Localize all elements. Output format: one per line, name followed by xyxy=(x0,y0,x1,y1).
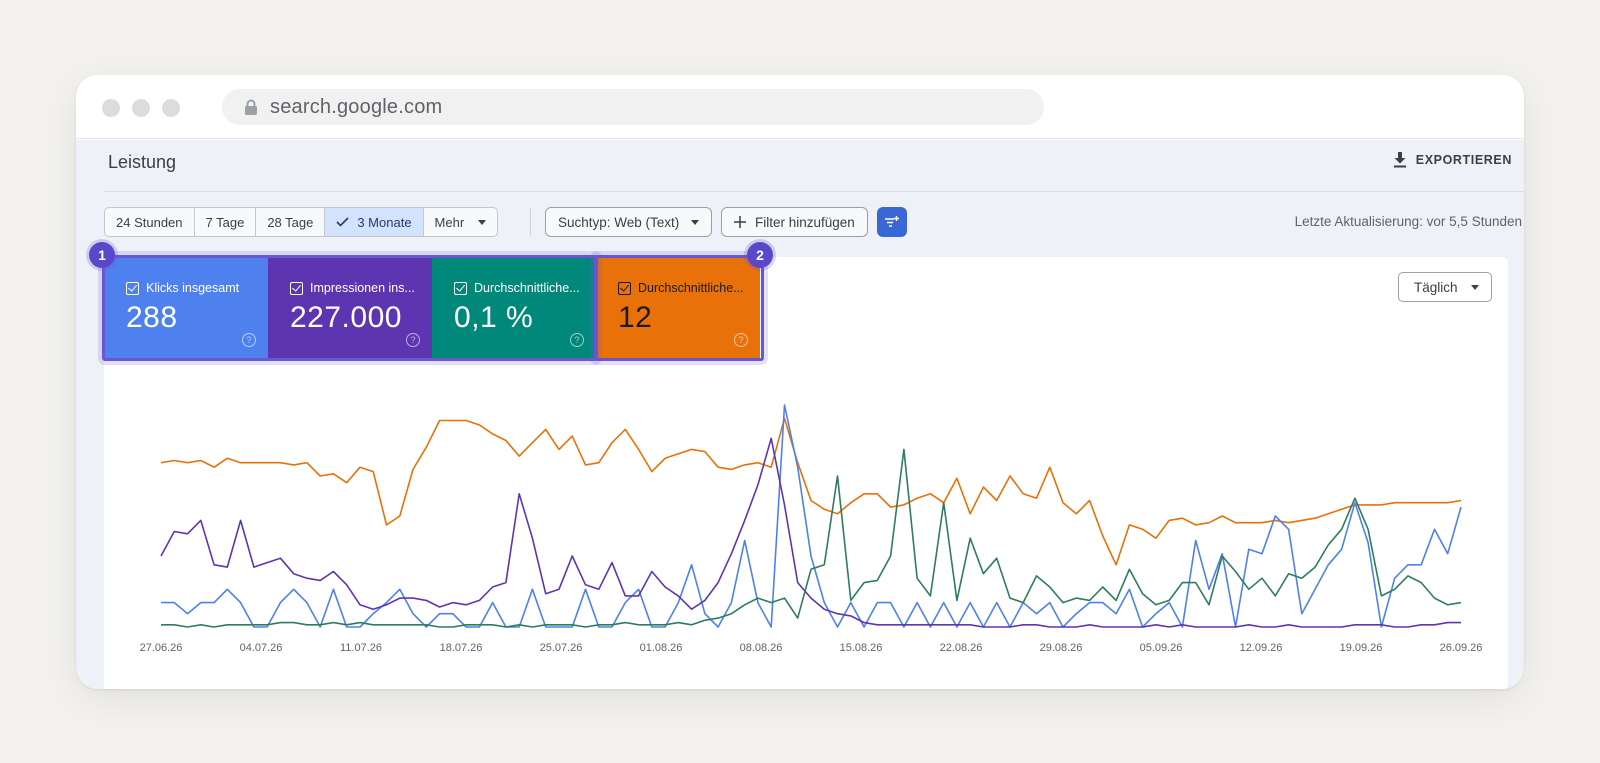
metric-clicks-value: 288 xyxy=(126,301,178,334)
series-line-2 xyxy=(160,437,1461,628)
x-tick-label: 26.09.26 xyxy=(1440,642,1483,654)
performance-card: 27.06.26 04.07.26 11.07.26 18.07.26 25.07.26… xyxy=(89,242,1508,689)
range-more-label: Mehr xyxy=(434,214,465,230)
series-line-0 xyxy=(160,417,1462,566)
x-tick-label: 29.08.26 xyxy=(1040,642,1083,654)
add-filter-label: Filter hinzufügen xyxy=(755,214,855,230)
x-tick-label: 25.07.26 xyxy=(540,642,583,654)
range-7d-label: 7 Tage xyxy=(205,214,245,230)
x-tick-label: 04.07.26 xyxy=(240,642,283,654)
series-line-3 xyxy=(161,448,1462,628)
range-24h-label: 24 Stunden xyxy=(116,214,183,230)
filter-icon xyxy=(885,216,899,227)
window-close-dot[interactable] xyxy=(102,99,120,117)
metric-clicks-label: Klicks insgesamt xyxy=(146,281,240,295)
filter-settings-button[interactable] xyxy=(877,207,907,237)
search-type-dropdown[interactable]: Suchtyp: Web (Text) xyxy=(545,207,713,237)
address-url: search.google.com xyxy=(270,95,443,118)
plus-icon xyxy=(734,216,746,228)
header-divider xyxy=(104,191,1524,192)
search-type-label: Suchtyp: Web (Text) xyxy=(558,214,680,230)
metric-position[interactable]: Durchschnittliche... 12 ? xyxy=(596,257,760,359)
chevron-down-icon xyxy=(478,219,487,225)
metric-tiles: Klicks insgesamt 288 ? Impressionen ins.… xyxy=(104,257,760,359)
toolbar-divider xyxy=(530,208,531,236)
checkbox-icon xyxy=(126,281,139,295)
chevron-down-icon xyxy=(1471,284,1479,290)
step-badge-2: 2 xyxy=(747,242,773,268)
range-3m[interactable]: 3 Monate xyxy=(325,208,424,236)
x-tick-label: 18.07.26 xyxy=(440,642,483,654)
metric-position-label: Durchschnittliche... xyxy=(638,281,744,295)
x-tick-label: 08.08.26 xyxy=(740,642,783,654)
metric-ctr[interactable]: Durchschnittliche... 0,1 % ? xyxy=(432,257,596,359)
last-update-text: Letzte Aktualisierung: vor 5,5 Stunden xyxy=(1294,214,1522,229)
help-icon[interactable]: ? xyxy=(570,333,584,347)
window-maximize-dot[interactable] xyxy=(162,99,180,117)
x-tick-label: 05.09.26 xyxy=(1140,642,1183,654)
metric-ctr-value: 0,1 % xyxy=(454,301,534,334)
browser-window: search.google.com Leistung EXPORTIEREN 2… xyxy=(76,75,1524,689)
x-tick-label: 27.06.26 xyxy=(140,642,183,654)
range-28d-label: 28 Tage xyxy=(267,214,314,230)
metric-ctr-label: Durchschnittliche... xyxy=(474,281,580,295)
range-3m-label: 3 Monate xyxy=(357,214,412,230)
check-icon xyxy=(336,217,349,227)
page-content: Leistung EXPORTIEREN 24 Stunden 7 Tage 2… xyxy=(76,140,1524,689)
range-28d[interactable]: 28 Tage xyxy=(256,208,326,236)
checkbox-icon xyxy=(290,281,303,295)
granularity-dropdown[interactable]: Täglich xyxy=(1398,272,1492,302)
browser-titlebar: search.google.com xyxy=(76,75,1524,139)
x-tick-label: 19.09.26 xyxy=(1340,642,1383,654)
range-24h[interactable]: 24 Stunden xyxy=(105,208,195,236)
export-label: EXPORTIEREN xyxy=(1415,153,1512,167)
x-tick-label: 01.08.26 xyxy=(640,642,683,654)
page-title: Leistung xyxy=(108,152,177,172)
step-badge-1: 1 xyxy=(89,242,115,268)
performance-chart: 27.06.26 04.07.26 11.07.26 18.07.26 25.07.26… xyxy=(140,404,1483,654)
x-tick-label: 12.09.26 xyxy=(1240,642,1283,654)
chevron-down-icon xyxy=(691,219,700,225)
export-button[interactable]: EXPORTIEREN xyxy=(1392,151,1512,169)
checkbox-icon xyxy=(618,281,631,295)
series-line-1 xyxy=(161,404,1462,628)
x-tick-label: 22.08.26 xyxy=(940,642,983,654)
help-icon[interactable]: ? xyxy=(406,333,420,347)
metric-clicks[interactable]: Klicks insgesamt 288 ? xyxy=(104,257,268,359)
help-icon[interactable]: ? xyxy=(242,333,256,347)
lock-icon xyxy=(245,99,257,115)
help-icon[interactable]: ? xyxy=(734,333,748,347)
x-tick-label: 11.07.26 xyxy=(340,642,382,654)
range-7d[interactable]: 7 Tage xyxy=(195,208,257,236)
metric-impressions-value: 227.000 xyxy=(290,301,402,334)
window-minimize-dot[interactable] xyxy=(132,99,150,117)
download-icon xyxy=(1393,152,1406,168)
metric-impressions-label: Impressionen ins... xyxy=(310,281,415,295)
metric-impressions[interactable]: Impressionen ins... 227.000 ? xyxy=(268,257,432,359)
checkbox-icon xyxy=(454,281,467,295)
date-range-selector: 24 Stunden 7 Tage 28 Tage 3 Monate Mehr xyxy=(104,207,499,237)
add-filter-button[interactable]: Filter hinzufügen xyxy=(721,207,868,237)
granularity-label: Täglich xyxy=(1414,279,1458,295)
metric-position-value: 12 xyxy=(618,301,653,334)
address-bar[interactable]: search.google.com xyxy=(222,89,1044,125)
x-tick-label: 15.08.26 xyxy=(840,642,883,654)
range-more[interactable]: Mehr xyxy=(424,208,498,236)
